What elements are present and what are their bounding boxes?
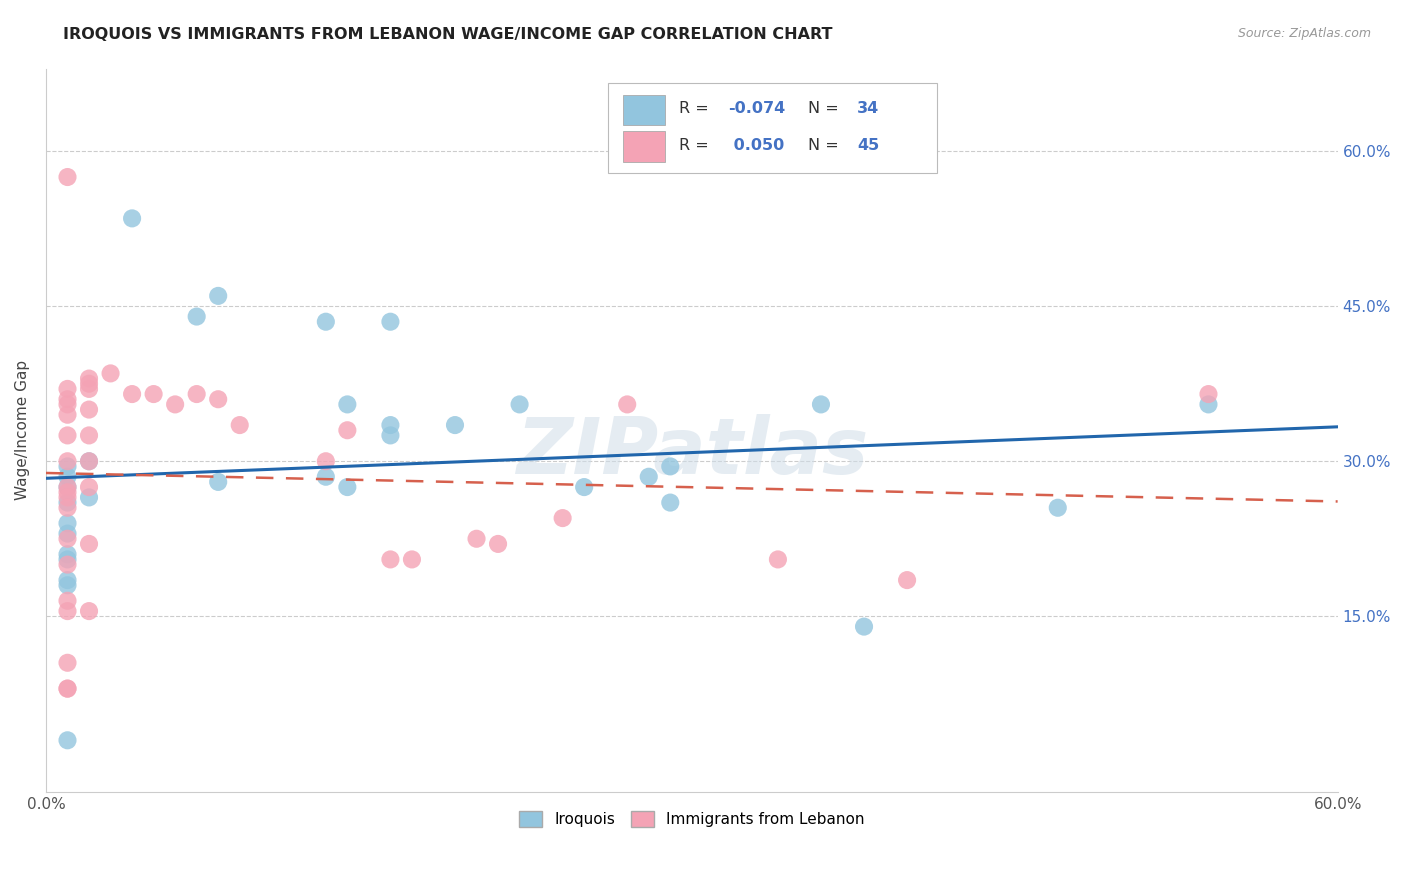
Point — [380, 428, 402, 442]
Point — [56, 681, 79, 696]
Point — [56, 408, 79, 422]
Point — [186, 310, 208, 324]
Point — [77, 454, 100, 468]
Point — [486, 537, 509, 551]
Point — [1198, 387, 1220, 401]
Point — [336, 423, 359, 437]
Text: 0.050: 0.050 — [728, 138, 785, 153]
Text: R =: R = — [679, 101, 714, 116]
Point — [336, 480, 359, 494]
Point — [56, 578, 79, 592]
Text: 45: 45 — [858, 138, 879, 153]
Point — [380, 315, 402, 329]
Text: 34: 34 — [858, 101, 879, 116]
Point — [56, 485, 79, 500]
Point — [401, 552, 423, 566]
Point — [121, 211, 143, 226]
Point — [207, 475, 229, 489]
Point — [444, 418, 467, 433]
FancyBboxPatch shape — [607, 83, 938, 173]
Bar — [623, 131, 665, 161]
Text: Source: ZipAtlas.com: Source: ZipAtlas.com — [1237, 27, 1371, 40]
Text: -0.074: -0.074 — [728, 101, 785, 116]
Text: N =: N = — [808, 101, 844, 116]
Point — [77, 376, 100, 391]
Point — [56, 573, 79, 587]
Point — [56, 428, 79, 442]
Point — [77, 491, 100, 505]
Point — [659, 459, 682, 474]
Point — [465, 532, 488, 546]
Point — [56, 169, 79, 184]
Point — [186, 387, 208, 401]
Point — [56, 733, 79, 747]
Point — [56, 480, 79, 494]
Point — [810, 397, 832, 411]
Point — [56, 397, 79, 411]
Point — [380, 552, 402, 566]
Point — [56, 594, 79, 608]
Point — [56, 469, 79, 483]
Point — [509, 397, 531, 411]
Y-axis label: Wage/Income Gap: Wage/Income Gap — [15, 360, 30, 500]
Point — [228, 418, 250, 433]
Point — [56, 500, 79, 515]
Point — [1198, 397, 1220, 411]
Point — [56, 459, 79, 474]
Point — [336, 397, 359, 411]
Text: N =: N = — [808, 138, 844, 153]
Point — [572, 480, 595, 494]
Point — [56, 454, 79, 468]
Point — [56, 681, 79, 696]
Point — [77, 382, 100, 396]
Point — [56, 382, 79, 396]
Point — [56, 558, 79, 572]
Point — [896, 573, 918, 587]
Point — [315, 315, 337, 329]
Point — [315, 469, 337, 483]
Text: R =: R = — [679, 138, 714, 153]
Point — [551, 511, 574, 525]
Point — [207, 289, 229, 303]
Point — [56, 552, 79, 566]
Point — [56, 516, 79, 531]
Point — [56, 495, 79, 509]
Point — [77, 537, 100, 551]
Point — [1046, 500, 1069, 515]
Point — [766, 552, 789, 566]
Point — [142, 387, 165, 401]
Point — [121, 387, 143, 401]
Point — [100, 367, 122, 381]
Point — [853, 619, 876, 633]
Point — [56, 547, 79, 561]
Point — [77, 371, 100, 385]
Point — [56, 604, 79, 618]
Point — [56, 526, 79, 541]
Text: IROQUOIS VS IMMIGRANTS FROM LEBANON WAGE/INCOME GAP CORRELATION CHART: IROQUOIS VS IMMIGRANTS FROM LEBANON WAGE… — [63, 27, 832, 42]
Point — [56, 532, 79, 546]
Point — [77, 402, 100, 417]
Point — [315, 454, 337, 468]
Point — [77, 480, 100, 494]
Point — [56, 480, 79, 494]
Point — [77, 428, 100, 442]
Point — [380, 418, 402, 433]
Legend: Iroquois, Immigrants from Lebanon: Iroquois, Immigrants from Lebanon — [512, 804, 872, 835]
Point — [207, 392, 229, 407]
Point — [56, 491, 79, 505]
Bar — [623, 95, 665, 125]
Point — [56, 392, 79, 407]
Point — [77, 604, 100, 618]
Text: ZIPatlas: ZIPatlas — [516, 414, 868, 490]
Point — [56, 656, 79, 670]
Point — [637, 469, 659, 483]
Point — [77, 454, 100, 468]
Point — [659, 495, 682, 509]
Point — [616, 397, 638, 411]
Point — [165, 397, 187, 411]
